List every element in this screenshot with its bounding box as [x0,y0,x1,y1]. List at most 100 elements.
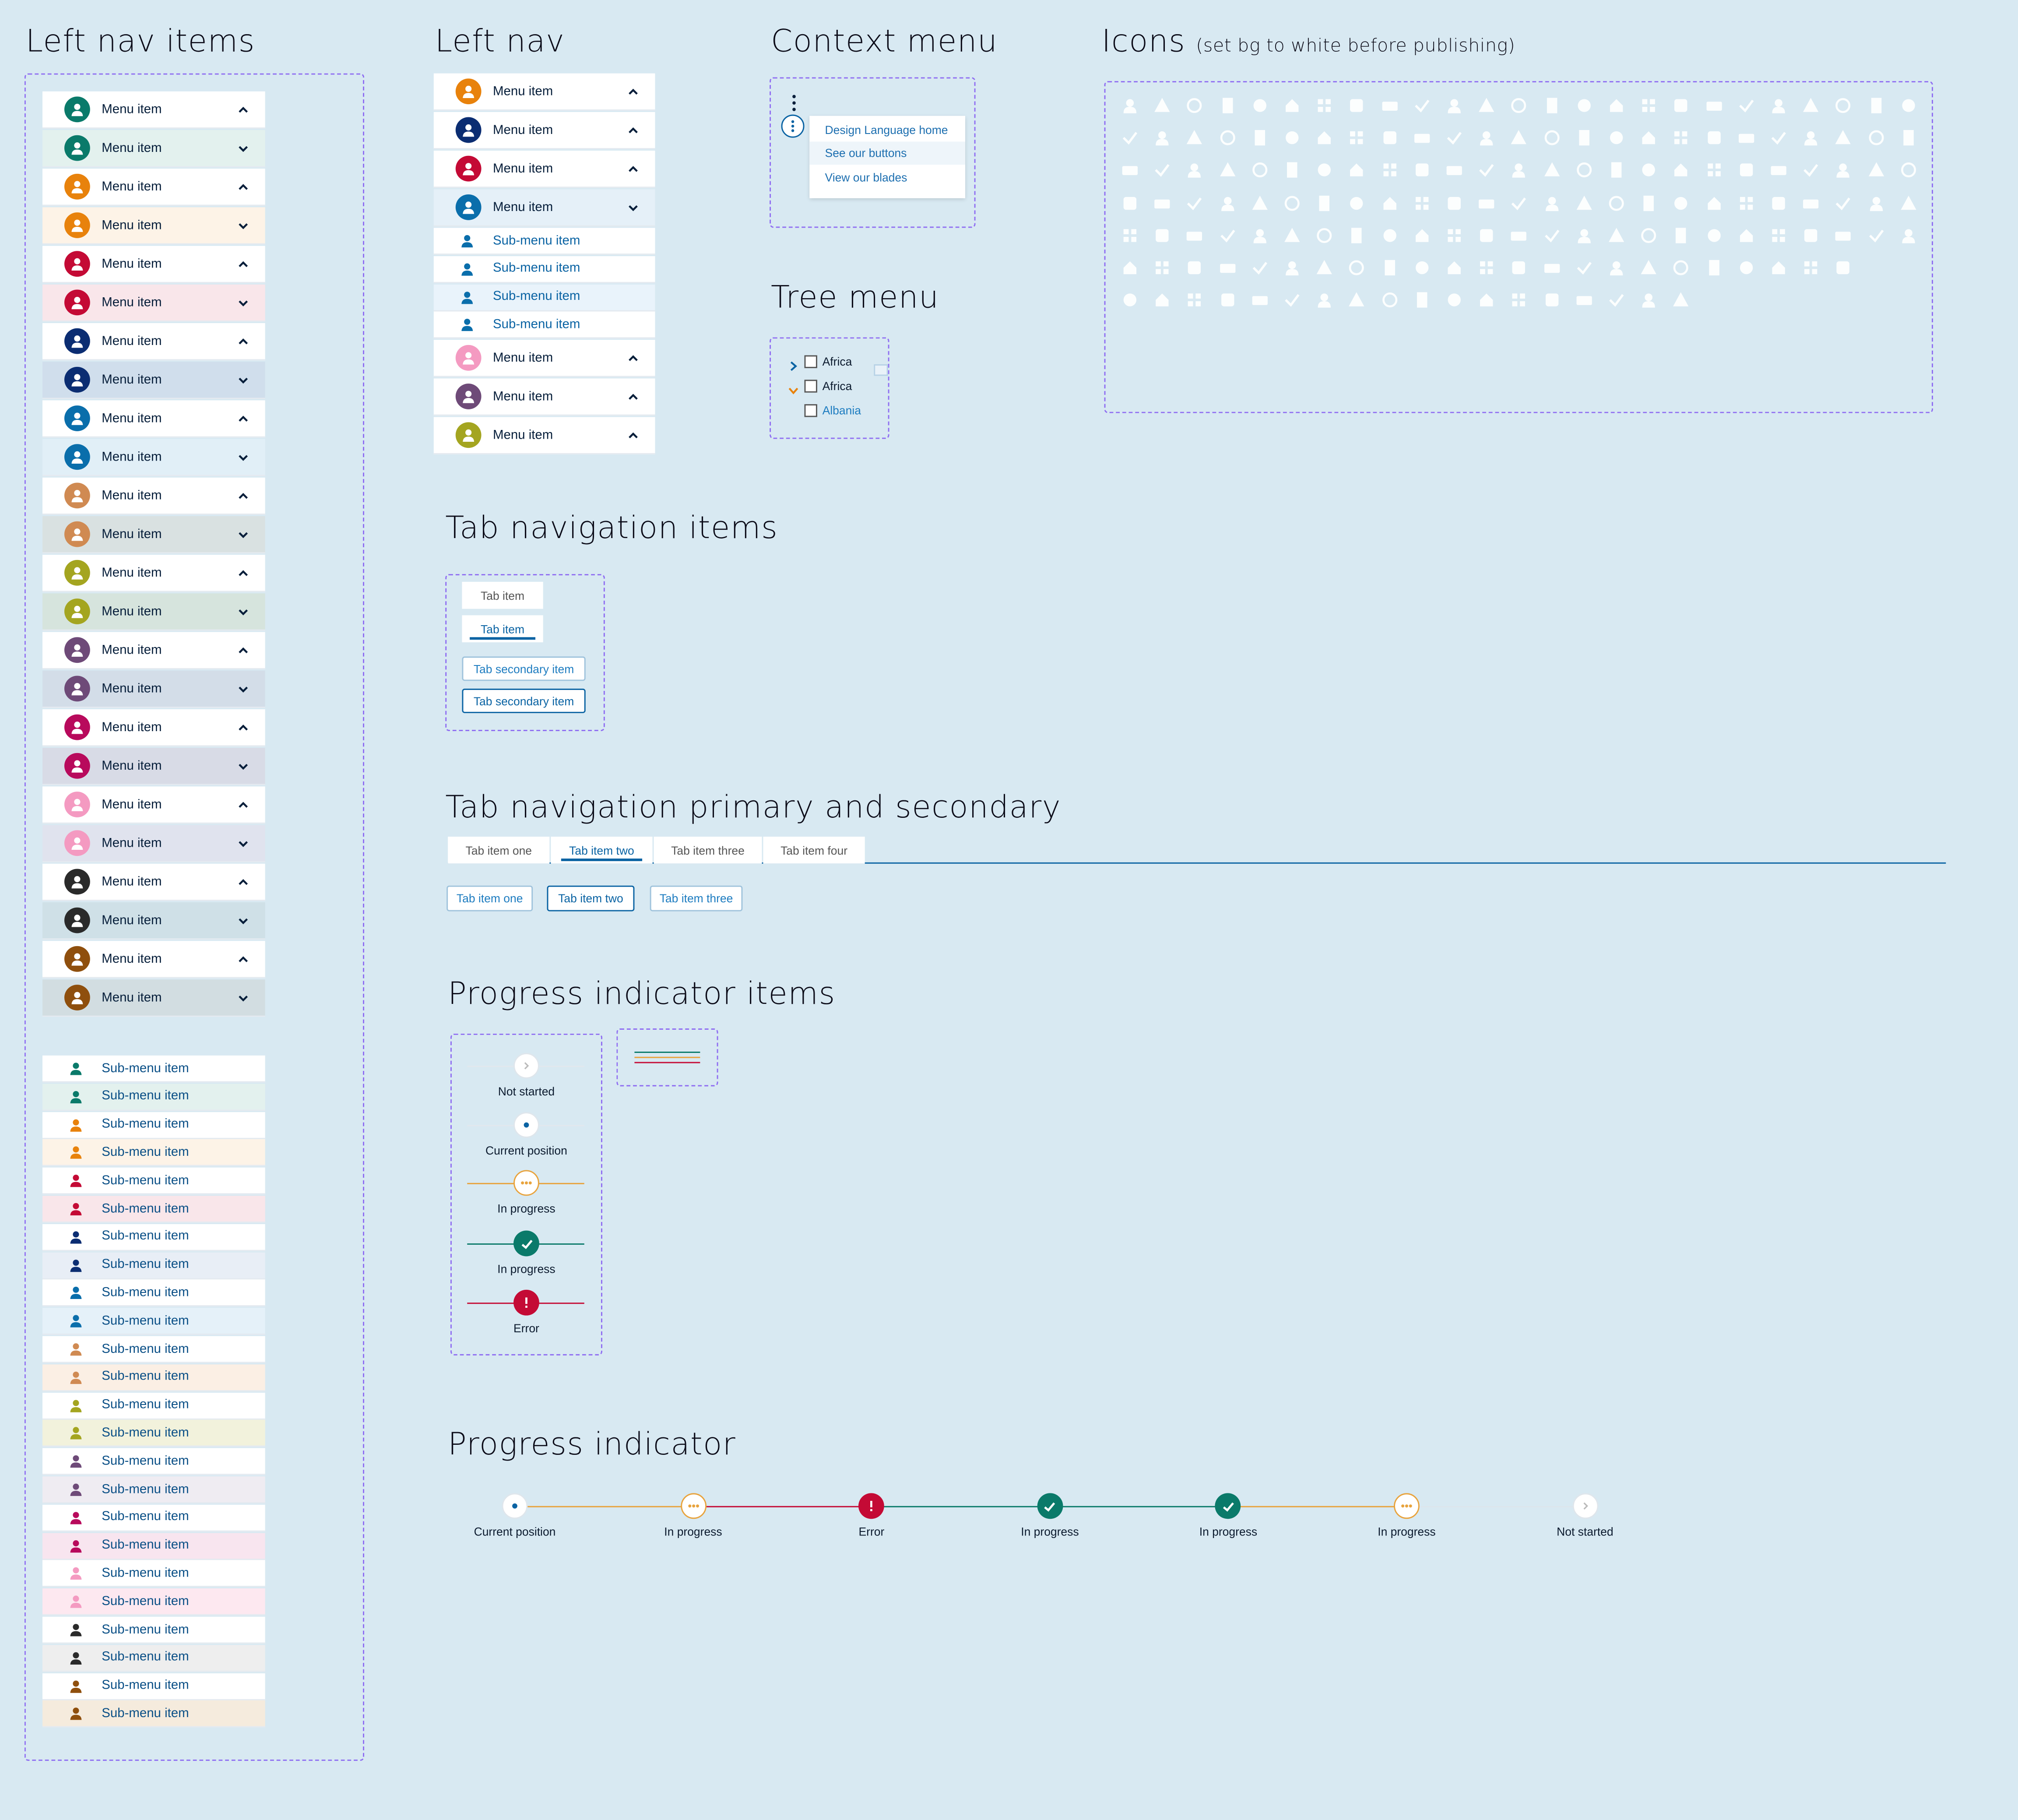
chevron-up-icon[interactable] [627,123,640,136]
chevron-down-icon[interactable] [237,528,250,540]
chevron-up-icon[interactable] [237,567,250,579]
tree-checkbox-africa-expanded[interactable] [804,380,817,393]
left-nav-sub-menu-item[interactable]: Sub-menu item [42,1308,265,1335]
tree-item-albania[interactable]: Albania [822,404,861,417]
left-nav-sub-menu-item[interactable]: Sub-menu item [42,1168,265,1195]
left-nav-menu-item[interactable]: Menu item [42,786,265,824]
left-nav-sub-menu-item[interactable]: Sub-menu item [42,1055,265,1083]
left-nav-sub-menu-item[interactable]: Sub-menu item [42,1672,265,1700]
left-nav-menu-item[interactable]: Menu item [42,902,265,940]
left-nav-menu-item[interactable]: Menu item [42,593,265,631]
chevron-up-icon[interactable] [237,257,250,270]
left-nav-menu-item[interactable]: Menu item [42,748,265,785]
chevron-down-icon[interactable] [237,682,250,695]
left-nav-menu-item[interactable]: Menu item [42,323,265,361]
tab-secondary-item[interactable]: Tab item one [446,885,533,912]
context-menu-item-blades[interactable]: View our blades [825,171,907,184]
tab-secondary-item[interactable]: Tab item three [650,885,743,912]
tree-item-africa[interactable]: Africa [822,355,852,368]
chevron-up-icon[interactable] [237,721,250,733]
left-nav-item[interactable]: Menu item [433,340,655,377]
left-nav-sub-menu-item[interactable]: Sub-menu item [42,1196,265,1223]
chevron-down-icon[interactable] [237,914,250,926]
left-nav-sub-menu-item[interactable]: Sub-menu item [42,1420,265,1447]
context-menu-item-buttons[interactable]: See our buttons [825,147,907,160]
left-nav-menu-item[interactable]: Menu item [42,516,265,554]
chevron-down-icon[interactable] [237,219,250,232]
tree-chevron-right-icon[interactable] [788,355,799,378]
left-nav-sub-menu-item[interactable]: Sub-menu item [42,1448,265,1475]
left-nav-sub-menu-item[interactable]: Sub-menu item [42,1504,265,1532]
chevron-down-icon[interactable] [237,991,250,1004]
left-nav-item[interactable]: Menu item [433,417,655,454]
tab-primary-item[interactable]: Tab item three [654,837,762,864]
chevron-up-icon[interactable] [627,85,640,98]
left-nav-menu-item[interactable]: Menu item [42,169,265,206]
left-nav-menu-item[interactable]: Menu item [42,709,265,747]
chevron-down-icon[interactable] [237,605,250,618]
tree-checkbox-africa[interactable] [804,355,817,368]
tree-checkbox-albania[interactable] [804,404,817,417]
left-nav-sub-item[interactable]: Sub-menu item [433,312,655,339]
chevron-down-icon[interactable] [237,451,250,463]
left-nav-sub-item[interactable]: Sub-menu item [433,284,655,311]
more-vertical-icon[interactable] [790,94,798,112]
chevron-up-icon[interactable] [237,334,250,347]
chevron-down-icon[interactable] [237,141,250,154]
chevron-down-icon[interactable] [237,760,250,772]
left-nav-sub-menu-item[interactable]: Sub-menu item [42,1700,265,1728]
left-nav-sub-menu-item[interactable]: Sub-menu item [42,1252,265,1279]
context-menu-item-design-home[interactable]: Design Language home [825,123,948,137]
left-nav-menu-item[interactable]: Menu item [42,362,265,399]
left-nav-sub-menu-item[interactable]: Sub-menu item [42,1532,265,1560]
left-nav-menu-item[interactable]: Menu item [42,246,265,283]
chevron-up-icon[interactable] [627,429,640,441]
left-nav-sub-menu-item[interactable]: Sub-menu item [42,1588,265,1616]
left-nav-sub-menu-item[interactable]: Sub-menu item [42,1476,265,1503]
left-nav-item[interactable]: Menu item [433,378,655,416]
left-nav-item[interactable]: Menu item [433,73,655,111]
tab-primary-item[interactable]: Tab item two [551,837,653,864]
left-nav-sub-menu-item[interactable]: Sub-menu item [42,1111,265,1139]
chevron-up-icon[interactable] [237,412,250,425]
left-nav-sub-menu-item[interactable]: Sub-menu item [42,1336,265,1363]
chevron-down-icon[interactable] [627,201,640,214]
tab-secondary-item[interactable]: Tab item two [547,885,635,912]
left-nav-sub-menu-item[interactable]: Sub-menu item [42,1616,265,1644]
left-nav-sub-menu-item[interactable]: Sub-menu item [42,1280,265,1307]
left-nav-item[interactable]: Menu item [433,150,655,188]
tab-primary-item[interactable]: Tab item four [763,837,865,864]
chevron-up-icon[interactable] [237,489,250,502]
left-nav-sub-item[interactable]: Sub-menu item [433,256,655,283]
left-nav-sub-menu-item[interactable]: Sub-menu item [42,1392,265,1419]
chevron-down-icon[interactable] [237,837,250,849]
chevron-up-icon[interactable] [627,162,640,175]
left-nav-sub-menu-item[interactable]: Sub-menu item [42,1644,265,1672]
left-nav-menu-item[interactable]: Menu item [42,400,265,438]
chevron-up-icon[interactable] [627,352,640,364]
tab-secondary-item-active[interactable]: Tab secondary item [462,688,586,713]
chevron-down-icon[interactable] [237,373,250,386]
left-nav-sub-menu-item[interactable]: Sub-menu item [42,1560,265,1588]
left-nav-menu-item[interactable]: Menu item [42,941,265,979]
tab-secondary-item[interactable]: Tab secondary item [462,656,586,681]
left-nav-menu-item[interactable]: Menu item [42,632,265,669]
chevron-down-icon[interactable] [237,296,250,309]
tree-item-africa-expanded[interactable]: Africa [822,380,852,393]
chevron-up-icon[interactable] [237,180,250,193]
left-nav-menu-item[interactable]: Menu item [42,670,265,708]
left-nav-menu-item[interactable]: Menu item [42,439,265,476]
chevron-up-icon[interactable] [237,875,250,888]
left-nav-menu-item[interactable]: Menu item [42,207,265,245]
tab-item[interactable]: Tab item [462,581,543,609]
left-nav-menu-item[interactable]: Menu item [42,979,265,1017]
left-nav-sub-menu-item[interactable]: Sub-menu item [42,1140,265,1167]
left-nav-sub-menu-item[interactable]: Sub-menu item [42,1364,265,1391]
left-nav-menu-item[interactable]: Menu item [42,555,265,592]
chevron-up-icon[interactable] [237,798,250,811]
chevron-up-icon[interactable] [237,644,250,656]
more-vertical-active-icon[interactable] [781,114,805,138]
left-nav-menu-item[interactable]: Menu item [42,91,265,129]
left-nav-item[interactable]: Menu item [433,189,655,227]
left-nav-menu-item[interactable]: Menu item [42,284,265,322]
